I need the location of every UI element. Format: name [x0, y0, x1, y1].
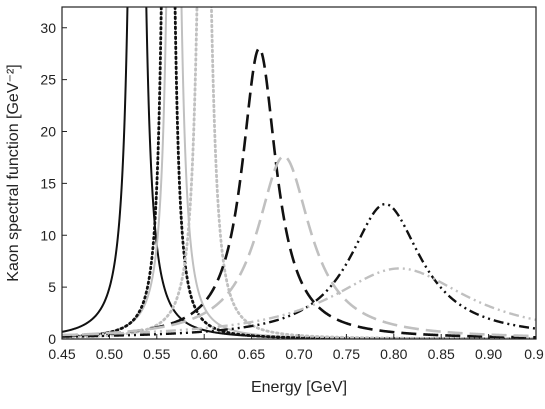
series-line-2: [62, 7, 536, 339]
x-tick-label: 0.70: [285, 346, 312, 362]
y-tick-label: 20: [40, 124, 56, 140]
y-axis-label: Kaon spectral function [GeV⁻²]: [5, 64, 22, 281]
series-line-1: [62, 7, 536, 339]
x-tick-label: 0.50: [96, 346, 123, 362]
series-line-3: [62, 7, 536, 339]
curves-group: [62, 7, 536, 339]
y-tick-label: 0: [48, 331, 56, 347]
x-tick-label: 0.85: [428, 346, 455, 362]
y-tick-label: 5: [48, 279, 56, 295]
y-tick-label: 25: [40, 72, 56, 88]
y-tick-label: 10: [40, 227, 56, 243]
x-tick-label: 0.65: [238, 346, 265, 362]
x-tick-label: 0.60: [191, 346, 218, 362]
x-tick-label: 0.90: [475, 346, 502, 362]
x-tick-label: 0.9: [524, 346, 544, 362]
series-line-6: [62, 155, 536, 338]
y-tick-label: 30: [40, 20, 56, 36]
y-axis-ticks: 0 5 10 15 20 25 30: [40, 20, 67, 347]
x-tick-label: 0.45: [48, 346, 75, 362]
plot-frame: [61, 6, 537, 340]
x-tick-label: 0.55: [143, 346, 170, 362]
y-tick-label: 15: [40, 175, 56, 191]
x-axis-ticks: 0.45 0.50 0.55 0.60 0.65 0.70 0.75 0.80 0.85 0.90…: [48, 334, 544, 362]
series-line-8: [62, 267, 536, 337]
series-line-7: [62, 202, 536, 338]
x-axis-label: Energy [GeV]: [251, 379, 347, 396]
x-tick-label: 0.75: [333, 346, 360, 362]
x-tick-label: 0.80: [380, 346, 407, 362]
series-line-4: [62, 7, 536, 339]
